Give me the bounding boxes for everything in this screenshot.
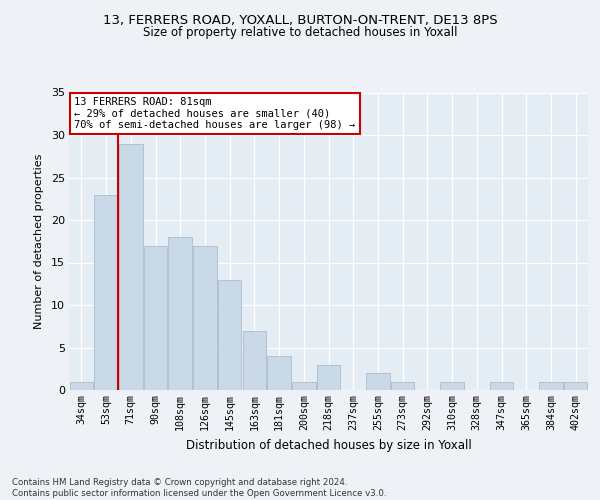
Y-axis label: Number of detached properties: Number of detached properties bbox=[34, 154, 44, 329]
Bar bbox=[440, 382, 464, 390]
Text: Size of property relative to detached houses in Yoxall: Size of property relative to detached ho… bbox=[143, 26, 457, 39]
Bar bbox=[490, 382, 513, 390]
Bar bbox=[242, 330, 266, 390]
Bar bbox=[564, 382, 587, 390]
Bar bbox=[292, 382, 316, 390]
Text: Contains HM Land Registry data © Crown copyright and database right 2024.
Contai: Contains HM Land Registry data © Crown c… bbox=[12, 478, 386, 498]
Bar bbox=[70, 382, 93, 390]
Bar bbox=[539, 382, 563, 390]
Bar bbox=[218, 280, 241, 390]
Bar bbox=[119, 144, 143, 390]
Bar bbox=[366, 373, 389, 390]
Bar bbox=[144, 246, 167, 390]
Bar bbox=[94, 194, 118, 390]
Bar bbox=[169, 237, 192, 390]
Bar bbox=[391, 382, 415, 390]
Text: 13 FERRERS ROAD: 81sqm
← 29% of detached houses are smaller (40)
70% of semi-det: 13 FERRERS ROAD: 81sqm ← 29% of detached… bbox=[74, 97, 355, 130]
Bar bbox=[193, 246, 217, 390]
Text: 13, FERRERS ROAD, YOXALL, BURTON-ON-TRENT, DE13 8PS: 13, FERRERS ROAD, YOXALL, BURTON-ON-TREN… bbox=[103, 14, 497, 27]
Bar bbox=[268, 356, 291, 390]
Bar bbox=[317, 364, 340, 390]
X-axis label: Distribution of detached houses by size in Yoxall: Distribution of detached houses by size … bbox=[185, 438, 472, 452]
